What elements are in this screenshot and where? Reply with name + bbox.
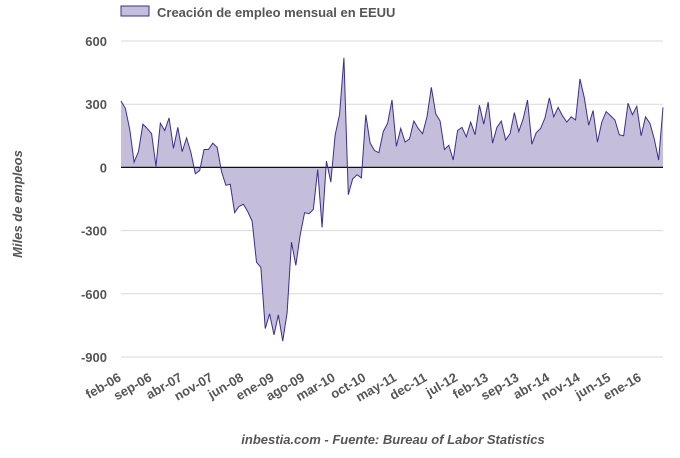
legend-swatch bbox=[120, 5, 150, 17]
series-line bbox=[120, 57, 664, 342]
series-area bbox=[121, 57, 663, 342]
y-tick-label: -900 bbox=[81, 350, 107, 365]
y-tick-label: -300 bbox=[81, 224, 107, 239]
y-tick-label: 300 bbox=[85, 97, 107, 112]
source-note: inbestia.com - Fuente: Bureau of Labor S… bbox=[241, 432, 544, 447]
y-tick-label: 600 bbox=[85, 34, 107, 49]
x-tick-labels: feb-06sep-06abr-07nov-07jun-08ene-09ago-… bbox=[83, 369, 644, 404]
y-tick-label: -600 bbox=[81, 287, 107, 302]
y-tick-label: 0 bbox=[100, 160, 107, 175]
y-tick-labels: 600 300 0 -300 -600 -900 bbox=[81, 34, 107, 365]
legend-label: Creación de empleo mensual en EEUU bbox=[157, 5, 395, 20]
legend: Creación de empleo mensual en EEUU bbox=[120, 5, 395, 20]
y-axis-title: Miles de empleos bbox=[10, 150, 25, 258]
